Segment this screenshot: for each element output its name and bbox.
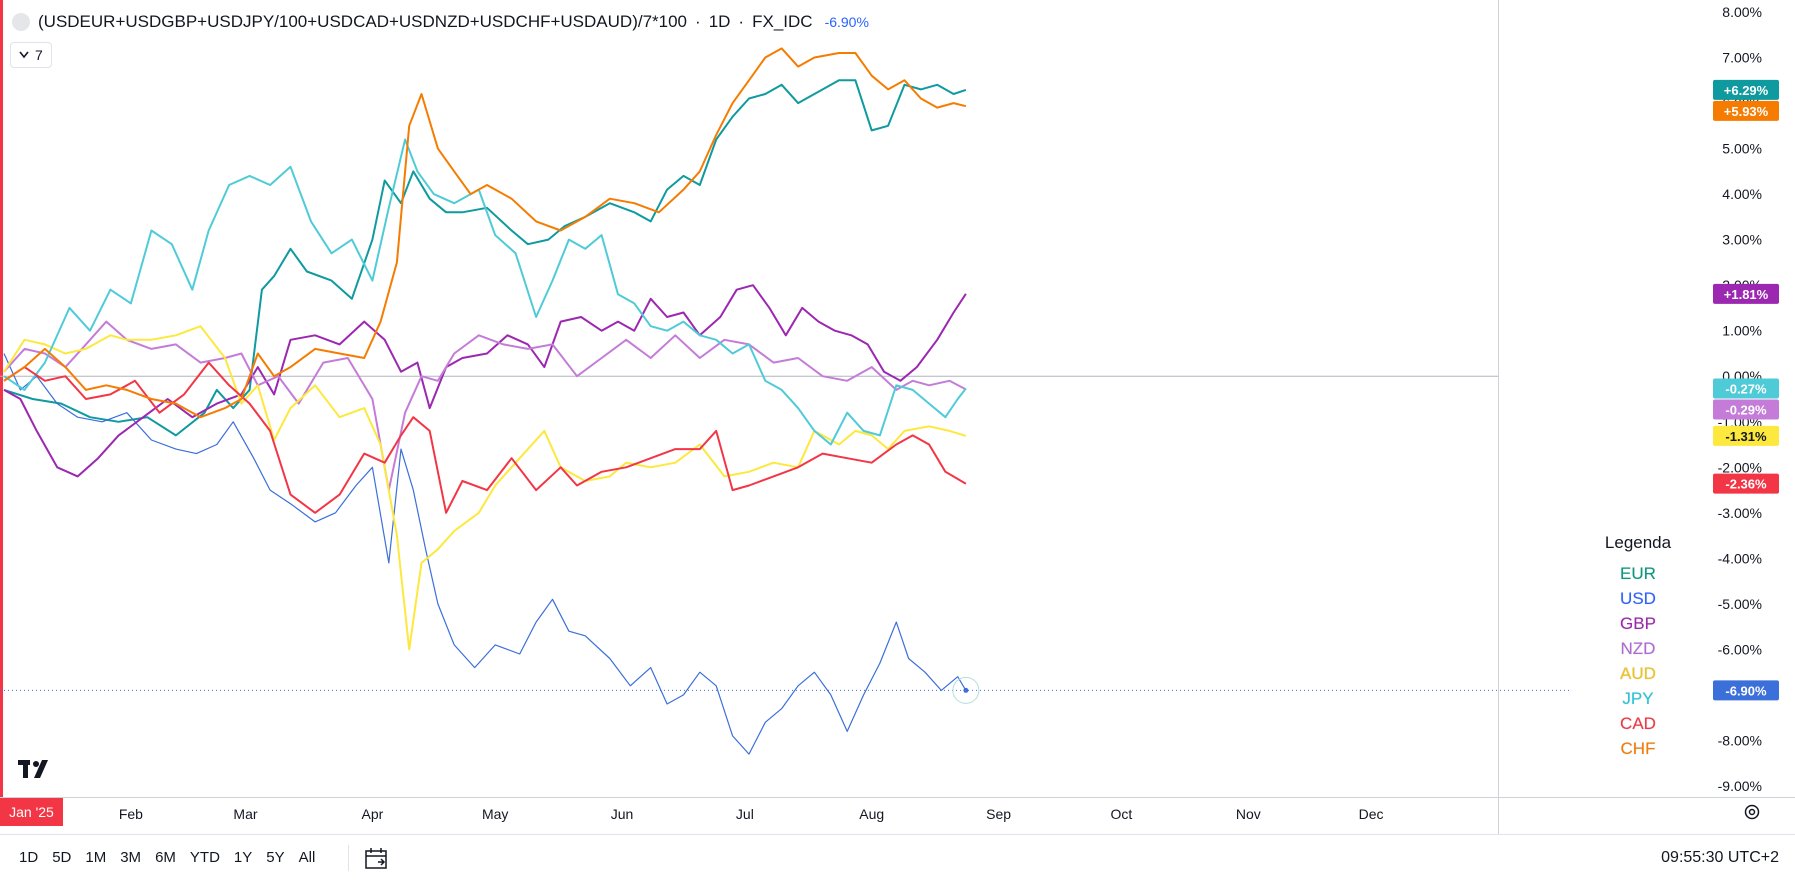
- series-line-nzd: [3, 320, 967, 492]
- y-tick-label: -2.00%: [1718, 459, 1762, 475]
- y-tick-label: 8.00%: [1722, 4, 1762, 20]
- range-button-1y[interactable]: 1Y: [233, 849, 253, 866]
- legend-item-aud: AUD: [1620, 664, 1656, 683]
- header-separator: ·: [695, 12, 701, 31]
- header-separator-2: ·: [738, 12, 745, 31]
- svg-text:-2.36%: -2.36%: [1725, 477, 1767, 492]
- indicator-count: 7: [35, 47, 43, 63]
- legend-item-nzd: NZD: [1620, 639, 1656, 658]
- svg-text:-0.29%: -0.29%: [1725, 403, 1767, 418]
- symbol-expression[interactable]: (USDEUR+USDGBP+USDJPY/100+USDCAD+USDNZD+…: [38, 12, 688, 31]
- interval-label[interactable]: 1D: [708, 12, 731, 31]
- svg-text:-0.27%: -0.27%: [1725, 382, 1767, 397]
- range-button-1m[interactable]: 1M: [85, 849, 107, 866]
- usd-last-point: [963, 687, 969, 693]
- y-tick-label: 5.00%: [1722, 141, 1762, 157]
- last-value-label-usd: -6.90%: [1713, 680, 1779, 701]
- source-label: FX_IDC: [752, 12, 813, 31]
- current-day-marker-line: [0, 0, 3, 797]
- series-line-chf: [3, 47, 967, 419]
- last-value-label-nzd: -0.29%: [1713, 399, 1779, 420]
- last-value-label-cad: -2.36%: [1713, 473, 1779, 494]
- last-value-label-chf: +5.93%: [1713, 100, 1779, 121]
- last-value-label-gbp: +1.81%: [1713, 283, 1779, 304]
- y-tick-label: -6.00%: [1718, 641, 1762, 657]
- y-tick-label: -5.00%: [1718, 596, 1762, 612]
- y-tick-label: 7.00%: [1722, 50, 1762, 66]
- date-start-label: Jan '25: [0, 798, 63, 826]
- clock[interactable]: 09:55:30 UTC+2: [1661, 849, 1779, 866]
- legend-item-jpy: JPY: [1622, 689, 1654, 708]
- gear-icon[interactable]: [1742, 802, 1762, 822]
- x-tick-label: Sep: [986, 806, 1011, 822]
- svg-text:+6.29%: +6.29%: [1724, 83, 1769, 98]
- legend-item-cad: CAD: [1620, 714, 1656, 733]
- x-tick-label: Feb: [119, 806, 143, 822]
- legend-item-chf: CHF: [1620, 739, 1656, 758]
- last-value-label-eur: +6.29%: [1713, 79, 1779, 100]
- range-button-all[interactable]: All: [298, 849, 316, 866]
- y-tick-label: 3.00%: [1722, 232, 1762, 248]
- y-tick-label: 4.00%: [1722, 186, 1762, 202]
- x-tick-label: Jun: [611, 806, 634, 822]
- legend-item-usd: USD: [1620, 589, 1656, 608]
- range-button-3m[interactable]: 3M: [120, 849, 142, 866]
- x-tick-label: Apr: [361, 806, 383, 822]
- indicator-count-button[interactable]: 7: [10, 42, 52, 68]
- y-tick-label: 1.00%: [1722, 323, 1762, 339]
- series-line-gbp: [3, 284, 967, 478]
- legend-item-gbp: GBP: [1620, 614, 1656, 633]
- y-tick-label: -3.00%: [1718, 505, 1762, 521]
- x-tick-label: Jul: [736, 806, 754, 822]
- series-line-usd: [3, 353, 967, 755]
- range-button-1d[interactable]: 1D: [19, 849, 39, 866]
- range-button-ytd[interactable]: YTD: [189, 849, 220, 866]
- tradingview-logo-icon[interactable]: [18, 758, 56, 780]
- bottom-toolbar: 1D 5D 1M 3M 6M YTD 1Y 5Y All 09:55:30 UT…: [0, 834, 1795, 882]
- change-value: -6.90%: [824, 14, 869, 30]
- range-button-5d[interactable]: 5D: [52, 849, 72, 866]
- x-tick-label: Mar: [233, 806, 257, 822]
- x-tick-label: Aug: [859, 806, 884, 822]
- chevron-down-icon: [19, 51, 29, 59]
- series-line-eur: [3, 79, 967, 437]
- svg-text:-1.31%: -1.31%: [1725, 429, 1767, 444]
- y-tick-label: -4.00%: [1718, 550, 1762, 566]
- last-value-label-jpy: -0.27%: [1713, 378, 1779, 399]
- x-tick-label: Oct: [1111, 806, 1133, 822]
- series-line-jpy: [3, 138, 967, 446]
- range-buttons: 1D 5D 1M 3M 6M YTD 1Y 5Y All: [12, 845, 322, 870]
- chart-header: (USDEUR+USDGBP+USDJPY/100+USDCAD+USDNZD+…: [12, 10, 869, 34]
- svg-text:-6.90%: -6.90%: [1725, 683, 1767, 698]
- legend: Legenda EUR USD GBP NZD AUD JPY CAD CHF: [1578, 533, 1698, 761]
- svg-text:+5.93%: +5.93%: [1724, 104, 1769, 119]
- range-button-6m[interactable]: 6M: [155, 849, 176, 866]
- range-button-5y[interactable]: 5Y: [266, 849, 285, 866]
- x-tick-label: Dec: [1359, 806, 1384, 822]
- symbol-icon: [12, 13, 30, 31]
- y-tick-label: -8.00%: [1718, 732, 1762, 748]
- x-tick-label: Nov: [1236, 806, 1261, 822]
- toolbar-divider: [348, 845, 349, 871]
- x-tick-label: May: [482, 806, 508, 822]
- y-tick-label: -9.00%: [1718, 778, 1762, 794]
- svg-text:+1.81%: +1.81%: [1724, 287, 1769, 302]
- last-value-label-aud: -1.31%: [1713, 425, 1779, 446]
- legend-title: Legenda: [1604, 533, 1672, 552]
- usd-last-point-highlight[interactable]: [952, 676, 980, 704]
- calendar-icon[interactable]: [364, 847, 390, 871]
- legend-item-eur: EUR: [1620, 564, 1656, 583]
